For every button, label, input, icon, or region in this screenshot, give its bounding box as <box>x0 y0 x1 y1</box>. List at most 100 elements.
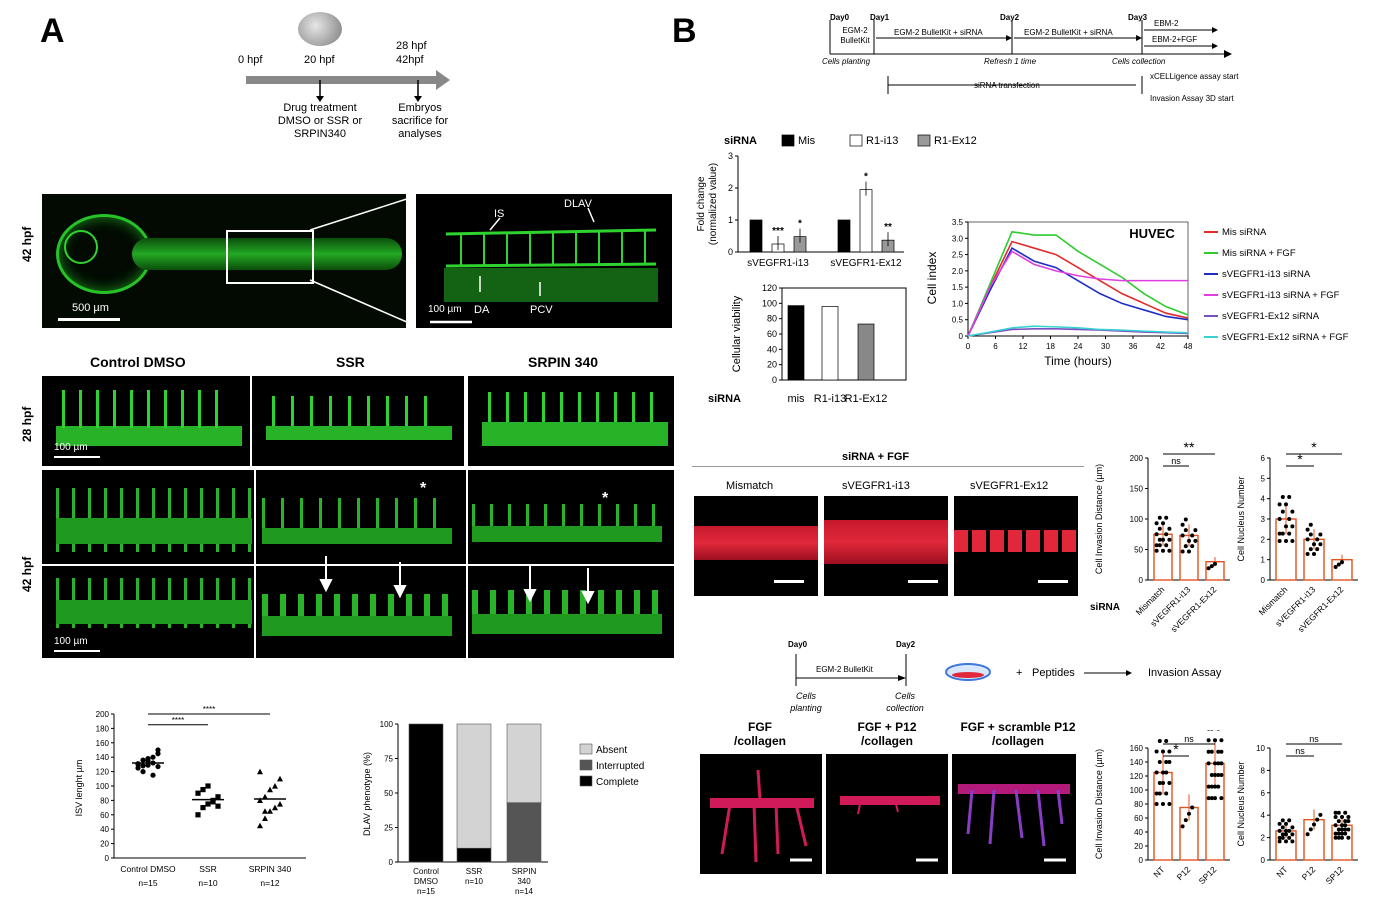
dlav-bar-segment <box>408 723 444 863</box>
invd-svg-dot <box>1190 533 1195 538</box>
invd-svg-y-tick-label: 100 <box>1130 515 1144 524</box>
nuc-svg-y-tick-label: 1 <box>1261 556 1266 565</box>
pepd-svg-y-tick-label: 100 <box>1130 786 1144 795</box>
invd-svg-dot <box>1183 544 1188 549</box>
header-control-dmso: Control DMSO <box>90 354 186 370</box>
invd-svg-dot <box>1164 532 1169 537</box>
col-ex12: sVEGFR1-Ex12 <box>970 480 1049 492</box>
vessel-band <box>472 614 662 634</box>
isv-point <box>262 808 268 814</box>
nuc-svg-dot <box>1305 527 1310 532</box>
pepn-svg-category-label: SP12 <box>1324 864 1346 886</box>
col-fgf-line: /collagen <box>733 734 786 748</box>
col-i13: sVEGFR1-i13 <box>842 480 910 492</box>
pepn-svg-dot <box>1340 827 1344 832</box>
nuc-svg-dot <box>1312 551 1316 556</box>
col-fgf-line: FGF <box>748 720 772 734</box>
timeline-a-arrow <box>246 70 450 102</box>
fold-legend-title: siRNA <box>724 135 757 147</box>
pepd-svg-sig-label: * <box>1173 741 1179 757</box>
timeline-a <box>240 12 460 150</box>
dlav-n-label: n=10 <box>465 877 484 886</box>
pepd-svg-dot <box>1161 749 1165 754</box>
isv-y-tick-label: 0 <box>105 854 110 863</box>
invd-svg-dot <box>1193 538 1198 543</box>
pepn-svg-y-tick-label: 6 <box>1261 789 1266 798</box>
embryo-icon <box>298 12 342 46</box>
nuc-svg-y-label: Cell Nucleus Number <box>1236 476 1246 561</box>
pepd-svg-dot <box>1161 781 1165 785</box>
fold-legend-label: Mis <box>798 135 816 147</box>
note-planting: Cells planting <box>822 57 871 66</box>
nuc-svg-dot <box>1280 509 1285 514</box>
peptide-distance-chart: 0 20 40 60 80 100 120 140 160 Cell Invasion Dista… <box>1094 730 1230 886</box>
ci-x-tick-label: 12 <box>1019 342 1028 351</box>
pepd-svg-dot <box>1157 781 1162 785</box>
pepd-svg-dot <box>1167 760 1172 764</box>
isv-y-tick-label: 80 <box>100 796 109 805</box>
pepn-svg-sig-label: ns <box>1309 734 1319 744</box>
note-transfection: siRNA transfection <box>974 81 1040 90</box>
vessel-band <box>266 426 452 440</box>
isv-y-tick-label: 140 <box>96 753 110 762</box>
col-fgf-p12: FGF + P12 /collagen <box>826 720 948 748</box>
pepd-svg-y-tick-label: 40 <box>1134 828 1143 837</box>
dlav-bar-segment <box>506 723 542 803</box>
fold-y-tick-label: 0 <box>728 247 733 257</box>
dlav-bar-segment <box>506 802 542 863</box>
pepn-svg-dot <box>1315 817 1320 822</box>
label-da: DA <box>474 304 490 316</box>
title-rule <box>692 466 1084 467</box>
nuc-svg-dot <box>1290 509 1295 514</box>
pepn-svg-dot <box>1336 819 1341 824</box>
plus-sign: + <box>1016 667 1023 679</box>
pepn-svg-dot <box>1340 814 1344 819</box>
invd-svg-dot <box>1206 566 1211 571</box>
note-xcelligence: xCELLigence assay start <box>1150 72 1239 81</box>
image-28-ssr <box>252 376 464 466</box>
pepn-svg-dot <box>1280 818 1285 823</box>
nuc-svg-y-tick-label: 6 <box>1261 454 1266 463</box>
pepn-svg-dot <box>1284 828 1288 833</box>
fold-y-label: Fold change <box>696 176 707 231</box>
pepd-svg-dot <box>1187 811 1191 816</box>
asterisk-ssr: * <box>420 480 427 497</box>
scale-label-100: 100 µm <box>428 304 462 315</box>
invd-svg-dot <box>1157 515 1162 520</box>
fold-change-chart: siRNA Mis R1-i13 R1-Ex12 0 1 2 3 Fold change (nor… <box>696 134 977 269</box>
viab-category-label: R1-Ex12 <box>845 393 888 405</box>
isv-category-label: SRPIN 340 <box>249 864 292 874</box>
isv-point <box>272 804 278 811</box>
scale-label-500: 500 µm <box>72 302 109 314</box>
isv-y-label: ISV lenght µm <box>74 760 84 817</box>
nuc-svg-y-tick-label: 0 <box>1261 576 1266 585</box>
isv-point <box>215 794 221 800</box>
cell-index-chart: 0 0.5 1.0 1.5 2.0 2.5 3.0 3.5 0 6 12 18 24 30 36 42 48 Ti… <box>925 218 1349 368</box>
ci-y-tick-label: 0 <box>959 332 964 341</box>
pepd-svg-dot <box>1206 738 1211 743</box>
ci-x-tick-label: 24 <box>1074 342 1083 351</box>
isv-n-label: n=15 <box>138 878 157 888</box>
sprout-drawing <box>840 796 940 862</box>
fold-y-tick-label: 1 <box>728 215 733 225</box>
embryo-zoom-image: IS DLAV DA PCV 100 µm <box>416 194 672 328</box>
fold-y-label: (normalized value) <box>708 163 719 245</box>
pepd-svg-dot <box>1206 796 1211 801</box>
treatment-line: Drug treatment <box>283 102 357 114</box>
embryo-trunk <box>132 238 402 270</box>
pepd-svg-y-tick-label: 160 <box>1130 744 1144 753</box>
pepd-svg-y-tick-label: 0 <box>1139 856 1144 865</box>
ci-legend-label: sVEGFR1-i13 siRNA + FGF <box>1222 290 1340 301</box>
pepn-svg-dot <box>1290 832 1295 837</box>
pepn-svg-y-tick-label: 8 <box>1261 766 1266 775</box>
pepn-svg-dot <box>1333 823 1338 828</box>
vessel-drawing <box>430 207 658 324</box>
pepn-svg-dot <box>1280 825 1285 830</box>
step-ebm2-fgf: EBM-2+FGF <box>1152 35 1198 44</box>
pepn-svg-dot <box>1287 828 1292 833</box>
ci-y-tick-label: 1.5 <box>952 283 964 292</box>
pepd-svg-dot <box>1180 824 1185 829</box>
isv-n-label: n=12 <box>260 878 279 888</box>
pepd-svg-dot <box>1161 770 1165 775</box>
step-egm2: EGM-2 BulletKit <box>840 26 870 45</box>
